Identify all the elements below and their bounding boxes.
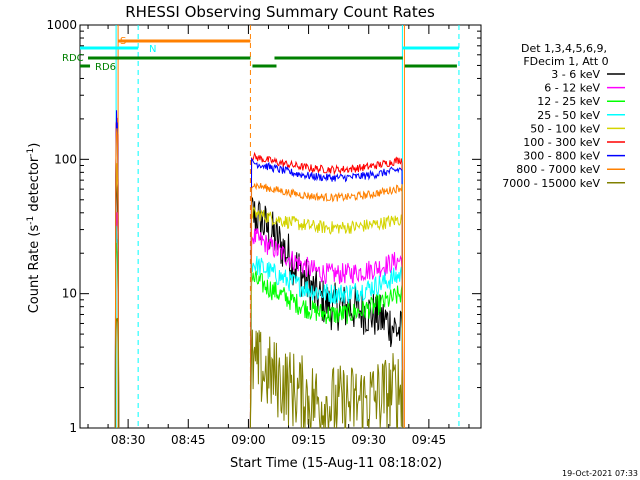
legend-label: 50 - 100 keV: [530, 122, 600, 135]
legend-label: 25 - 50 keV: [537, 109, 600, 122]
x-tick-label: 09:15: [291, 433, 326, 447]
x-axis-label: Start Time (15-Aug-11 08:18:02): [230, 456, 442, 471]
x-tick-label: 09:30: [351, 433, 386, 447]
series-line-800-7000kev: [114, 128, 404, 429]
y-tick-label: 100: [54, 152, 77, 166]
y-tick-label: 10: [62, 287, 77, 301]
plot-frame: [79, 24, 482, 429]
series-line-3-6kev: [114, 183, 404, 429]
legend-label: 6 - 12 keV: [544, 82, 600, 95]
y-axis-label: Count Rate (s-1 detector-1): [26, 143, 42, 314]
legend-header-line-1: Det 1,3,4,5,6,9,: [521, 42, 607, 55]
x-tick-label: 09:00: [231, 433, 266, 447]
legend-label: 7000 - 15000 keV: [502, 177, 600, 190]
legend-header-line-2: FDecim 1, Att 0: [523, 55, 608, 68]
flag-label: RD6: [95, 62, 116, 73]
y-tick-label: 1000: [46, 18, 77, 32]
series-line-7000-15000kev: [114, 317, 404, 430]
legend-label: 800 - 7000 keV: [516, 163, 600, 176]
x-tick-label: 09:45: [412, 433, 447, 447]
flag-label: S: [120, 36, 126, 47]
x-tick-label: 08:30: [111, 433, 146, 447]
y-tick-label: 1: [69, 421, 77, 435]
legend-label: 12 - 25 keV: [537, 95, 600, 108]
legend-label: 300 - 800 keV: [523, 150, 600, 163]
footer-timestamp: 19-Oct-2021 07:33: [562, 469, 638, 478]
legend-label: 100 - 300 keV: [523, 136, 600, 149]
x-tick-label: 08:45: [171, 433, 206, 447]
legend-label: 3 - 6 keV: [551, 68, 600, 81]
flag-label: N: [149, 44, 156, 55]
flag-label: RDC: [62, 53, 84, 64]
chart-title: RHESSI Observing Summary Count Rates: [125, 3, 435, 21]
plot-area: 1 10 100 1000 08:30 08:45 09:00 09:15 09:30 09:45…: [46, 18, 482, 447]
